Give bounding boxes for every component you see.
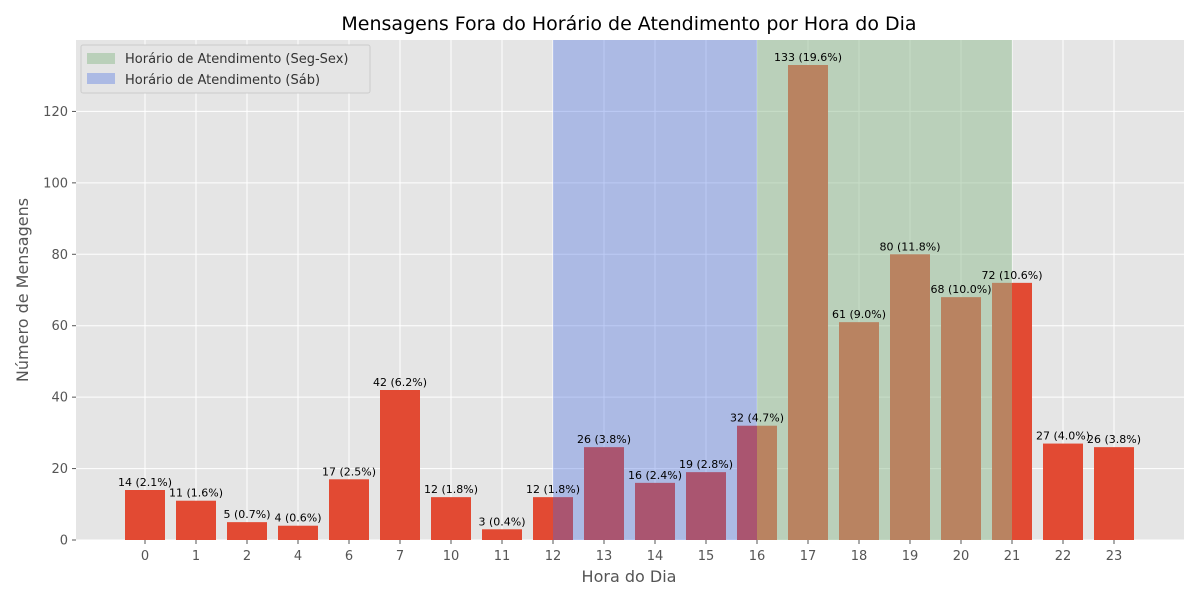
data-label: 14 (2.1%) bbox=[118, 476, 172, 489]
shaded-region-1 bbox=[553, 40, 757, 540]
x-tick-label: 21 bbox=[1004, 549, 1021, 564]
x-tick-label: 11 bbox=[494, 549, 511, 564]
data-label: 16 (2.4%) bbox=[628, 469, 682, 482]
bar-hour-11 bbox=[482, 529, 522, 540]
y-tick-label: 40 bbox=[51, 391, 68, 406]
x-tick-label: 15 bbox=[698, 549, 715, 564]
bar-hour-4 bbox=[278, 525, 318, 540]
data-label: 68 (10.0%) bbox=[930, 283, 991, 296]
data-label: 4 (0.6%) bbox=[274, 512, 321, 525]
y-axis-title: Número de Mensagens bbox=[13, 198, 32, 382]
x-tick-label: 16 bbox=[749, 549, 766, 564]
bar-hour-2 bbox=[227, 522, 267, 540]
legend-swatch-sab bbox=[87, 73, 115, 84]
shaded-region-0 bbox=[757, 40, 1012, 540]
data-label: 11 (1.6%) bbox=[169, 487, 223, 500]
bar-hour-22 bbox=[1043, 443, 1083, 540]
x-tick-label: 10 bbox=[443, 549, 460, 564]
y-tick-label: 100 bbox=[43, 176, 68, 191]
y-tick-label: 60 bbox=[51, 319, 68, 334]
data-label: 12 (1.8%) bbox=[526, 483, 580, 496]
y-ticks: 0 20 40 60 80 100 120 bbox=[43, 105, 76, 549]
bar-hour-0 bbox=[125, 490, 165, 540]
y-tick-label: 80 bbox=[51, 248, 68, 263]
x-tick-label: 19 bbox=[902, 549, 919, 564]
bar-hour-15 bbox=[686, 472, 726, 540]
x-tick-label: 20 bbox=[953, 549, 970, 564]
x-tick-label: 18 bbox=[851, 549, 868, 564]
bar-hour-14 bbox=[635, 482, 675, 540]
x-axis-title: Hora do Dia bbox=[582, 567, 677, 586]
legend-label-seg-sex: Horário de Atendimento (Seg-Sex) bbox=[125, 52, 348, 67]
data-label: 133 (19.6%) bbox=[774, 51, 842, 64]
bar-hour-23 bbox=[1094, 447, 1134, 540]
y-tick-label: 20 bbox=[51, 462, 68, 477]
shaded-regions bbox=[553, 40, 1012, 540]
legend-label-sab: Horário de Atendimento (Sáb) bbox=[125, 73, 320, 88]
x-tick-label: 4 bbox=[294, 549, 302, 564]
x-tick-label: 14 bbox=[647, 549, 664, 564]
y-tick-label: 0 bbox=[60, 534, 68, 549]
bar-hour-6 bbox=[329, 479, 369, 540]
bar-hour-10 bbox=[431, 497, 471, 540]
legend-box bbox=[80, 44, 371, 94]
x-tick-label: 22 bbox=[1055, 549, 1072, 564]
data-label: 26 (3.8%) bbox=[1087, 433, 1141, 446]
data-label: 72 (10.6%) bbox=[981, 269, 1042, 282]
bar-hour-7 bbox=[380, 390, 420, 540]
legend-swatch-seg-sex bbox=[87, 53, 115, 64]
data-label: 61 (9.0%) bbox=[832, 308, 886, 321]
x-ticks: 0 1 2 4 6 7 10 11 12 13 14 15 16 17 18 19 20 21 22 23 bbox=[141, 540, 1122, 564]
x-tick-label: 17 bbox=[800, 549, 817, 564]
data-label: 42 (6.2%) bbox=[373, 376, 427, 389]
y-tick-label: 120 bbox=[43, 105, 68, 120]
data-label: 26 (3.8%) bbox=[577, 433, 631, 446]
data-label: 27 (4.0%) bbox=[1036, 430, 1090, 443]
x-tick-label: 7 bbox=[396, 549, 404, 564]
data-label: 80 (11.8%) bbox=[879, 240, 940, 253]
x-tick-label: 1 bbox=[192, 549, 200, 564]
bar-hour-12 bbox=[533, 497, 573, 540]
data-label: 19 (2.8%) bbox=[679, 458, 733, 471]
x-tick-label: 6 bbox=[345, 549, 353, 564]
bar-hour-1 bbox=[176, 500, 216, 540]
legend: Horário de Atendimento (Seg-Sex) Horário… bbox=[80, 44, 371, 94]
x-tick-label: 23 bbox=[1106, 549, 1123, 564]
data-label: 12 (1.8%) bbox=[424, 483, 478, 496]
x-tick-label: 12 bbox=[545, 549, 562, 564]
x-tick-label: 0 bbox=[141, 549, 149, 564]
bar-hour-13 bbox=[584, 447, 624, 540]
data-labels: 14 (2.1%)11 (1.6%)5 (0.7%) 4 (0.6%) 17 (2.… bbox=[118, 51, 1141, 528]
x-tick-label: 13 bbox=[596, 549, 613, 564]
chart-title: Mensagens Fora do Horário de Atendimento… bbox=[341, 13, 916, 35]
data-label: 17 (2.5%) bbox=[322, 465, 376, 478]
data-label: 5 (0.7%) bbox=[223, 508, 270, 521]
x-tick-label: 2 bbox=[243, 549, 251, 564]
data-label: 32 (4.7%) bbox=[730, 412, 784, 425]
data-label: 3 (0.4%) bbox=[478, 515, 525, 528]
